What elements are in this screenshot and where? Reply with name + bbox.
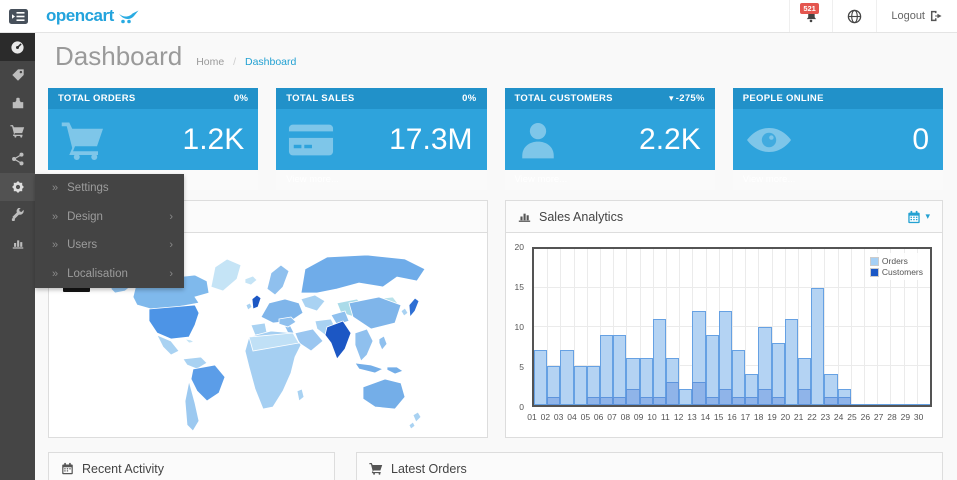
sales-analytics-chart: 0 5 10 15 20 Orders Customers 01 02 03 04 05 06 07 0… (506, 233, 942, 437)
sidebar (0, 33, 35, 480)
tile-people-online: PEOPLE ONLINE 0 View more... (732, 88, 943, 190)
caret-down-icon (669, 93, 674, 104)
view-more-link[interactable]: View more... (504, 170, 715, 190)
globe-icon (847, 9, 862, 24)
flyout-item-label: Users (67, 239, 98, 252)
panel-title: Recent Activity (82, 461, 164, 476)
breadcrumb: Home / Dashboard (196, 56, 296, 68)
view-more-link[interactable]: View more... (732, 170, 943, 190)
date-range-button[interactable]: ▾ (907, 210, 930, 224)
share-icon (11, 152, 25, 166)
user-icon (517, 119, 559, 161)
indent-menu-icon (8, 8, 28, 24)
chart-plot: Orders Customers (532, 247, 932, 407)
tile-heading-label: TOTAL ORDERS (58, 93, 136, 104)
sidebar-item-reports[interactable] (0, 229, 35, 257)
cart-icon (369, 462, 383, 475)
menu-toggle-button[interactable] (0, 0, 36, 32)
notifications-badge: 521 (800, 3, 819, 14)
sidebar-item-sales[interactable] (0, 117, 35, 145)
page-title: Dashboard (55, 41, 183, 71)
flyout-item-label: Localisation (67, 267, 128, 280)
chart-legend: Orders Customers (866, 253, 926, 280)
double-angle-icon (52, 211, 58, 223)
top-bar: opencart 521 (0, 0, 957, 33)
double-angle-icon (52, 239, 58, 251)
sidebar-item-extensions[interactable] (0, 89, 35, 117)
tile-total-sales: TOTAL SALES 0% 17.3M View more... (276, 88, 487, 190)
calendar-icon (61, 462, 74, 475)
sidebar-item-tools[interactable] (0, 201, 35, 229)
flyout-item-settings[interactable]: Settings (35, 174, 184, 203)
world-map (49, 233, 487, 437)
tile-percent: -275% (675, 93, 705, 104)
calendar-icon (907, 210, 921, 224)
tile-percent: 0% (233, 93, 249, 104)
tile-total-customers: TOTAL CUSTOMERS -275% 2.2K Vie (504, 88, 715, 190)
view-more-link[interactable]: View more... (276, 170, 487, 190)
recent-activity-panel: Recent Activity (48, 452, 335, 480)
opencart-logo[interactable]: opencart (36, 0, 150, 32)
language-button[interactable] (832, 0, 877, 32)
opencart-cart-glyph-icon (118, 9, 140, 24)
sign-out-icon (930, 10, 943, 22)
breadcrumb-dashboard-link[interactable]: Dashboard (244, 56, 297, 68)
page-header: Dashboard Home / Dashboard (55, 41, 296, 72)
notifications-button[interactable]: 521 (789, 0, 833, 32)
sidebar-item-catalog[interactable] (0, 61, 35, 89)
tile-heading-label: TOTAL SALES (286, 93, 355, 104)
puzzle-icon (11, 96, 25, 110)
sidebar-item-system[interactable] (0, 173, 35, 201)
breadcrumb-home-link[interactable]: Home (196, 56, 225, 68)
top-bar-actions: 521 Logout (789, 0, 957, 32)
double-angle-icon (52, 182, 58, 194)
tile-heading-label: TOTAL CUSTOMERS (514, 93, 613, 104)
tile-percent: 0% (462, 93, 477, 104)
logout-label: Logout (891, 10, 925, 22)
flyout-item-design[interactable]: Design › (35, 203, 184, 232)
latest-orders-panel: Latest Orders (356, 452, 943, 480)
tile-heading-label: PEOPLE ONLINE (742, 93, 824, 104)
system-flyout-menu: Settings Design › Users › Localisation › (35, 174, 184, 288)
caret-down-icon: ▾ (925, 211, 930, 221)
gear-icon (11, 180, 25, 194)
speedometer-icon (10, 40, 25, 55)
credit-card-icon (288, 122, 334, 158)
chart-y-axis: 0 5 10 15 20 (514, 242, 524, 412)
logo-text: opencart (46, 6, 114, 25)
chevron-right-icon: › (169, 239, 173, 252)
flyout-item-users[interactable]: Users › (35, 231, 184, 260)
shopping-cart-icon (60, 120, 106, 160)
sidebar-item-marketing[interactable] (0, 145, 35, 173)
panel-title: Sales Analytics (539, 209, 624, 224)
breadcrumb-separator: / (233, 56, 237, 68)
tile-value: 2.2K (639, 122, 701, 156)
wrench-icon (11, 208, 25, 222)
flyout-item-label: Settings (67, 182, 109, 195)
double-angle-icon (52, 268, 58, 280)
sales-analytics-panel: Sales Analytics (505, 200, 943, 438)
flyout-item-label: Design (67, 210, 103, 223)
tile-value: 1.2K (182, 122, 245, 156)
bar-chart-icon (518, 210, 531, 223)
tile-value: 0 (912, 122, 929, 156)
logout-button[interactable]: Logout (876, 0, 957, 32)
chevron-right-icon: › (169, 210, 173, 223)
eye-icon (745, 123, 793, 157)
bar-chart-icon (11, 236, 25, 250)
chevron-right-icon: › (169, 267, 173, 280)
cart-icon (10, 124, 25, 138)
tag-icon (11, 68, 25, 82)
flyout-item-localisation[interactable]: Localisation › (35, 260, 184, 289)
sidebar-item-dashboard[interactable] (0, 33, 35, 61)
main-content: Dashboard Home / Dashboard TOTAL ORDERS … (35, 33, 957, 480)
tile-value: 17.3M (389, 122, 473, 156)
panel-title: Latest Orders (391, 461, 467, 476)
chart-x-axis: 01 02 03 04 05 06 07 08 09 10 11 12 13 14 15 16 17 18 19 20… (527, 412, 924, 422)
